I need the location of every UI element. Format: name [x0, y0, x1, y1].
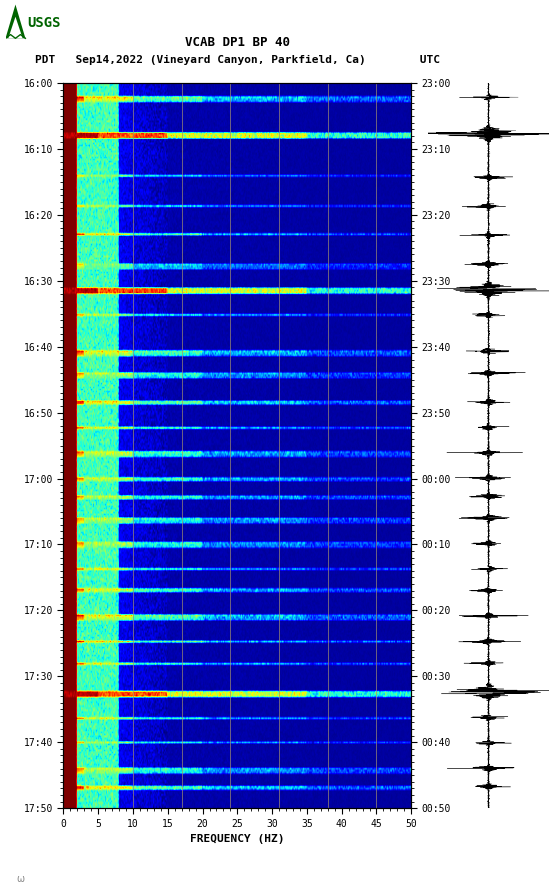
Text: PDT   Sep14,2022 (Vineyard Canyon, Parkfield, Ca)        UTC: PDT Sep14,2022 (Vineyard Canyon, Parkfie… — [35, 54, 440, 65]
X-axis label: FREQUENCY (HZ): FREQUENCY (HZ) — [190, 834, 285, 844]
Polygon shape — [8, 17, 23, 38]
Text: ω: ω — [17, 874, 25, 884]
Text: USGS: USGS — [28, 16, 61, 30]
Text: VCAB DP1 BP 40: VCAB DP1 BP 40 — [185, 37, 290, 49]
Polygon shape — [6, 4, 25, 38]
